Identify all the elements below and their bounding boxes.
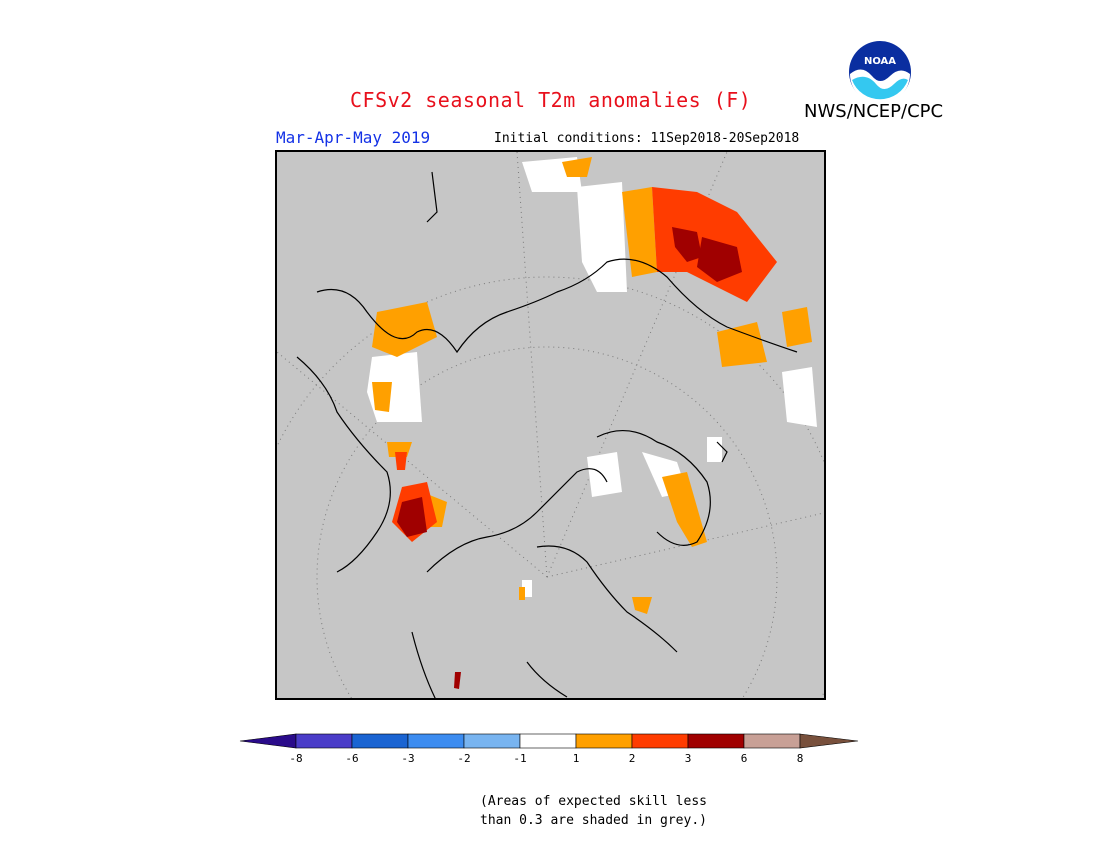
footnote-line: (Areas of expected skill less [480, 794, 707, 809]
colorbar-bin [407, 733, 465, 749]
season-label: Mar-Apr-May 2019 [276, 128, 431, 147]
colorbar-tick: 8 [796, 752, 804, 765]
agency-label: NWS/NCEP/CPC [804, 101, 944, 122]
colorbar-tick: -3 [401, 752, 415, 765]
colorbar-tick: 2 [628, 752, 636, 765]
initial-conditions-label: Initial conditions: 11Sep2018-20Sep2018 [494, 131, 800, 146]
chart-title: CFSv2 seasonal T2m anomalies (F) [350, 88, 752, 112]
skill-footnote: (Areas of expected skill less than 0.3 a… [480, 792, 707, 830]
svg-text:NOAA: NOAA [864, 56, 896, 67]
colorbar-tick: 3 [684, 752, 692, 765]
anomaly-white-region [367, 157, 817, 597]
colorbar-tick: -1 [513, 752, 527, 765]
colorbar-bin [463, 733, 521, 749]
colorbar-tick: 6 [740, 752, 748, 765]
meridian [546, 152, 728, 578]
colorbar-bin [575, 733, 633, 749]
colorbar-low-arrow [239, 733, 297, 749]
footnote-line: than 0.3 are shaded in grey.) [480, 813, 707, 828]
colorbar-bin [351, 733, 409, 749]
noaa-logo: NOAA [849, 41, 911, 104]
map-canvas [277, 152, 824, 698]
coastlines [296, 171, 798, 698]
colorbar-tick: -2 [457, 752, 471, 765]
anomaly-darkred-region [397, 227, 742, 689]
colorbar-bin [295, 733, 353, 749]
anomaly-map [275, 150, 826, 700]
meridian [516, 152, 548, 578]
latitude-circle [316, 346, 778, 698]
meridian [546, 512, 824, 578]
colorbar-high-arrow [799, 733, 859, 749]
colorbar-bin [687, 733, 745, 749]
colorbar-tick: 1 [572, 752, 580, 765]
colorbar-bin [519, 733, 577, 749]
colorbar-tick: -6 [345, 752, 359, 765]
colorbar-bin [743, 733, 801, 749]
colorbar-bin [631, 733, 689, 749]
colorbar-tick: -8 [289, 752, 303, 765]
meridian [277, 351, 548, 578]
colorbar [239, 733, 859, 749]
